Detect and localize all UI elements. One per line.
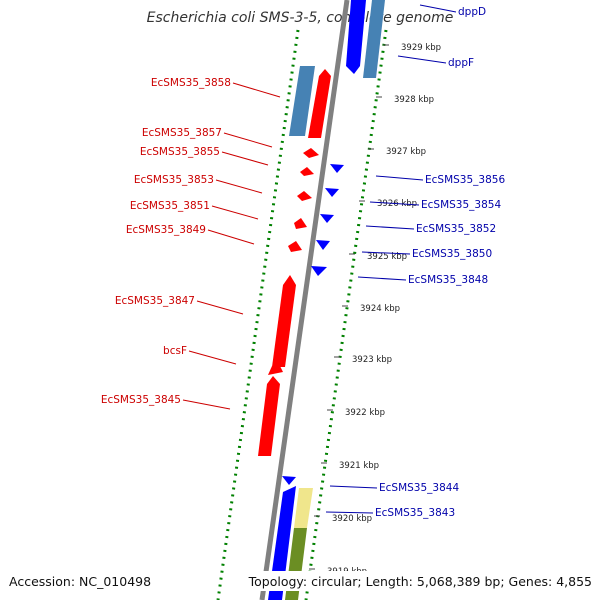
left-label-connector: [207, 229, 255, 245]
right-label-connector: [361, 251, 411, 255]
connector-group: [182, 4, 457, 514]
dotted-ring-right: [304, 29, 388, 600]
gene-bcsF[interactable]: [268, 364, 283, 375]
gene-EcSMS35_3858-red[interactable]: [308, 69, 331, 138]
gene-label-EcSMS35_3851[interactable]: EcSMS35_3851: [130, 200, 210, 212]
genome-backbone: [259, 0, 350, 600]
right-label-connector: [329, 485, 378, 489]
gene-label-EcSMS35_3845[interactable]: EcSMS35_3845: [101, 394, 181, 406]
gene-EcSMS35_3851[interactable]: [294, 218, 307, 229]
gene-label-EcSMS35_3847[interactable]: EcSMS35_3847: [115, 295, 195, 307]
tick-label: 3929 kbp: [401, 43, 441, 53]
right-label-connector: [325, 511, 374, 514]
gene-EcSMS35_3849[interactable]: [288, 241, 302, 252]
right-label-connector: [419, 4, 457, 13]
right-label-connector: [365, 225, 415, 230]
gene-label-EcSMS35_3854[interactable]: EcSMS35_3854: [421, 199, 501, 211]
tick-label: 3925 kbp: [367, 252, 407, 262]
gene-label-EcSMS35_3849[interactable]: EcSMS35_3849: [126, 224, 206, 236]
left-label-connector: [188, 350, 237, 365]
dotted-ring-left: [216, 29, 300, 600]
gene-dppD-blue[interactable]: [346, 0, 366, 74]
gene-label-bcsF[interactable]: bcsF: [163, 345, 187, 357]
right-label-connector: [369, 201, 420, 206]
gene-EcSMS35_3857[interactable]: [303, 148, 319, 158]
topology-text: Topology: circular; Length: 5,068,389 bp…: [248, 574, 592, 589]
left-label-connector: [182, 399, 231, 410]
left-label-connector: [196, 300, 244, 315]
tick-label: 3924 kbp: [360, 304, 400, 314]
left-label-connector: [232, 82, 281, 98]
gene-EcSMS35_3852[interactable]: [320, 214, 334, 223]
gene-label-EcSMS35_3853[interactable]: EcSMS35_3853: [134, 174, 214, 186]
gene-label-dppF[interactable]: dppF: [448, 57, 474, 69]
left-label-connector: [211, 205, 259, 220]
left-label-connector: [215, 179, 263, 194]
gene-EcSMS35_3848[interactable]: [311, 266, 327, 276]
left-label-connector: [221, 151, 269, 166]
gene-EcSMS35_3847[interactable]: [272, 275, 296, 367]
accession-text: Accession: NC_010498: [9, 574, 151, 589]
gene-EcSMS35_3850[interactable]: [316, 240, 330, 250]
genome-title: Escherichia coli SMS-3-5, complete genom…: [147, 10, 454, 26]
gene-label-EcSMS35_3856[interactable]: EcSMS35_3856: [425, 174, 505, 186]
footer-left-bg: [4, 571, 176, 591]
gene-dppD-steel[interactable]: [363, 0, 385, 78]
footer-right-bg: [258, 571, 598, 591]
gene-label-EcSMS35_3852[interactable]: EcSMS35_3852: [416, 223, 496, 235]
gene-label-group: EcSMS35_3858 EcSMS35_3857 EcSMS35_3855 EcSM…: [101, 6, 506, 519]
gene-label-EcSMS35_3855[interactable]: EcSMS35_3855: [140, 146, 220, 158]
gene-EcSMS35_3845[interactable]: [258, 376, 280, 456]
gene-label-EcSMS35_3857[interactable]: EcSMS35_3857: [142, 127, 222, 139]
gene-EcSMS35_3858-steel[interactable]: [289, 66, 315, 136]
gene-label-EcSMS35_3858[interactable]: EcSMS35_3858: [151, 77, 231, 89]
right-label-connector: [357, 276, 407, 281]
tick-label: 3920 kbp: [332, 514, 372, 524]
right-label-connector: [375, 175, 424, 181]
tick-label: 3921 kbp: [339, 461, 379, 471]
gene-EcSMS35_3844-arrow[interactable]: [282, 476, 296, 485]
gene-label-EcSMS35_3843[interactable]: EcSMS35_3843: [375, 507, 455, 519]
tick-label: 3928 kbp: [394, 95, 434, 105]
gene-label-EcSMS35_3844[interactable]: EcSMS35_3844: [379, 482, 459, 494]
gene-label-dppD[interactable]: dppD: [458, 6, 486, 18]
gene-EcSMS35_3854[interactable]: [325, 188, 339, 197]
tick-label: 3923 kbp: [352, 355, 392, 365]
gene-EcSMS35_3855[interactable]: [300, 167, 314, 176]
gene-EcSMS35_3856[interactable]: [330, 164, 344, 173]
gene-label-EcSMS35_3848[interactable]: EcSMS35_3848: [408, 274, 488, 286]
gene-EcSMS35_3853[interactable]: [297, 191, 312, 201]
tick-label: 3922 kbp: [345, 408, 385, 418]
gene-EcSMS35_3843-khaki[interactable]: [294, 488, 313, 528]
left-label-connector: [223, 132, 273, 148]
tick-label: 3927 kbp: [386, 147, 426, 157]
right-label-connector: [397, 55, 447, 64]
gene-label-EcSMS35_3850[interactable]: EcSMS35_3850: [412, 248, 492, 260]
gene-features: [258, 0, 385, 600]
